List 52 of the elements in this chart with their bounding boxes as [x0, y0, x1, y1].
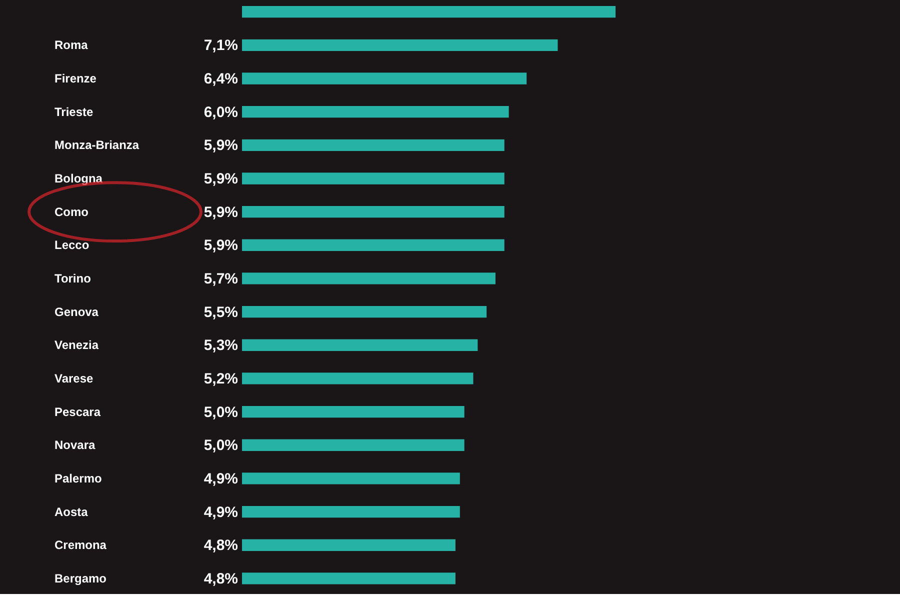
data-label: 5,0%	[204, 437, 238, 454]
data-label: 5,9%	[204, 137, 238, 154]
y-tick-label: Cremona	[54, 538, 107, 552]
y-tick-label: Palermo	[54, 471, 102, 486]
bar	[242, 506, 460, 518]
data-label: 5,9%	[204, 204, 238, 221]
bar	[242, 272, 496, 284]
data-label: 4,8%	[204, 537, 238, 554]
y-tick-label: Bergamo	[54, 571, 106, 586]
bar	[242, 472, 460, 484]
y-tick-label: Torino	[54, 271, 91, 286]
bar	[242, 306, 487, 318]
y-tick-label: Monza-Brianza	[54, 138, 140, 152]
bar	[242, 39, 558, 51]
y-tick-label: Venezia	[54, 338, 99, 352]
data-label: 7,1%	[204, 37, 238, 54]
y-tick-label: Bologna	[54, 171, 103, 186]
bar	[242, 72, 527, 84]
y-tick-label: Trieste	[54, 104, 94, 119]
bar	[242, 439, 464, 451]
y-tick-label: Aosta	[54, 504, 88, 519]
data-label: 5,2%	[204, 370, 238, 388]
y-tick-label: Como	[54, 204, 88, 219]
data-label: 6,0%	[204, 104, 238, 121]
data-label: 6,4%	[204, 70, 238, 88]
data-label: 4,9%	[204, 470, 238, 488]
data-label: 4,8%	[204, 570, 238, 588]
data-label: 5,9%	[204, 170, 238, 188]
bar	[242, 372, 474, 384]
y-tick-label: Firenze	[54, 71, 97, 86]
bar	[242, 239, 504, 251]
y-tick-label: Lecco	[54, 238, 90, 252]
y-tick-label: Novara	[54, 438, 96, 452]
data-label: 4,9%	[204, 504, 238, 521]
bar	[242, 172, 504, 184]
y-tick-label: Pescara	[54, 404, 101, 419]
bar	[242, 139, 504, 151]
y-tick-label: Roma	[54, 38, 88, 52]
bar	[242, 339, 478, 351]
data-label: 5,3%	[204, 337, 238, 354]
bar	[242, 539, 456, 551]
bar	[242, 206, 504, 218]
bar	[242, 6, 616, 18]
data-label: 5,0%	[204, 404, 238, 421]
bar	[242, 406, 464, 418]
y-tick-label: Genova	[54, 304, 99, 319]
bar	[242, 106, 509, 118]
data-label: 5,9%	[204, 237, 238, 254]
y-tick-label: Varese	[54, 371, 94, 386]
data-label: 5,7%	[204, 270, 238, 288]
data-label: 5,5%	[204, 304, 238, 321]
bar	[242, 572, 456, 584]
